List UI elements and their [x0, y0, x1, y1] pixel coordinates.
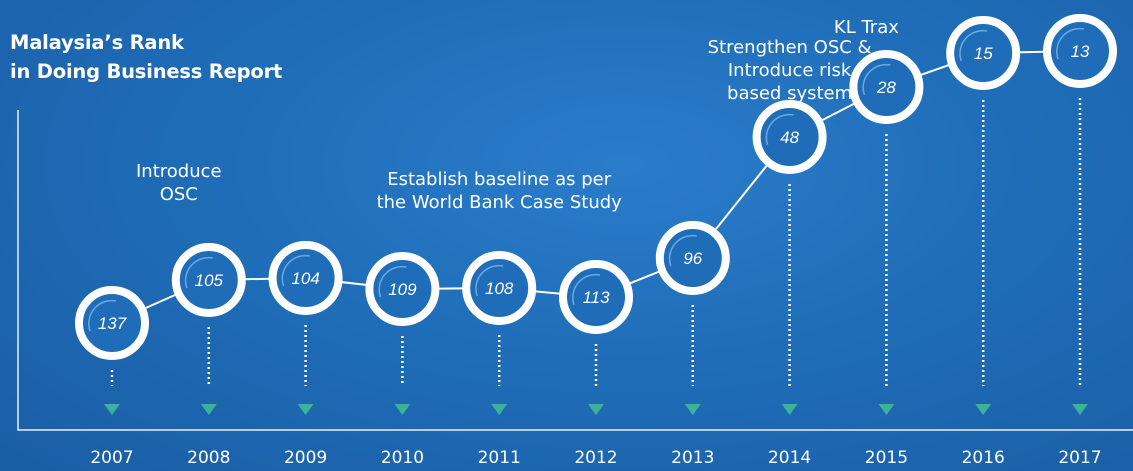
annotation-line: based system	[727, 83, 853, 104]
rank-value-label: 28	[876, 78, 896, 97]
down-arrow-icon	[878, 404, 895, 415]
milestone-annotation: KL Trax	[716, 16, 1016, 39]
down-arrow-icon	[588, 404, 604, 415]
marker-arc	[668, 234, 697, 267]
marker-arc	[959, 29, 988, 62]
annotation-line: OSC	[159, 184, 198, 205]
x-tick-label: 2012	[574, 448, 617, 468]
annotation-line: KL Trax	[833, 17, 899, 38]
chart-title-line-1: Malaysia’s Rank	[10, 31, 184, 54]
down-arrow-icon	[975, 404, 992, 415]
down-arrow-icon	[781, 404, 798, 415]
x-tick-label: 2007	[90, 448, 133, 468]
rank-value-label: 15	[974, 44, 993, 63]
x-tick-label: 2014	[768, 448, 811, 468]
x-tick-label: 2017	[1058, 448, 1101, 468]
marker-arc	[184, 256, 213, 289]
marker-arc	[1056, 27, 1085, 60]
rank-value-label: 13	[1071, 42, 1090, 61]
down-arrow-icon	[297, 404, 314, 415]
marker-arc	[572, 273, 601, 306]
down-arrow-icon	[684, 404, 701, 415]
x-tick-label: 2009	[284, 448, 327, 468]
x-axis-line	[17, 110, 1133, 431]
marker-arc	[475, 264, 504, 297]
marker-arc	[281, 254, 310, 287]
x-tick-label: 2010	[381, 448, 424, 468]
marker-arc	[862, 63, 891, 96]
down-arrow-icon	[104, 404, 120, 415]
down-arrow-icon	[1072, 404, 1088, 415]
marker-arc	[378, 265, 407, 298]
marker-arc	[88, 299, 117, 332]
milestone-annotation: Introduce OSC	[29, 160, 329, 206]
annotation-line: Establish baseline as per	[387, 169, 612, 190]
rank-value-label: 104	[291, 269, 319, 288]
milestone-annotation: Strengthen OSC & Introduce risk based syst…	[640, 36, 940, 105]
annotation-line: the World Bank Case Study	[376, 192, 622, 213]
annotation-line: Introduce	[135, 161, 222, 182]
rank-value-label: 113	[582, 288, 610, 307]
rank-value-label: 109	[388, 280, 417, 299]
x-tick-label: 2016	[962, 448, 1005, 468]
annotation-line: Introduce risk	[727, 60, 852, 81]
rank-value-label: 48	[780, 128, 799, 147]
rank-value-label: 108	[485, 279, 514, 298]
rank-value-label: 137	[98, 314, 127, 333]
milestone-annotation: Establish baseline as per the World Bank …	[349, 168, 649, 214]
chart-title-line-2: in Doing Business Report	[10, 60, 283, 83]
x-tick-label: 2013	[671, 448, 714, 468]
x-tick-label: 2015	[865, 448, 908, 468]
down-arrow-icon	[394, 404, 411, 415]
annotation-line: Strengthen OSC &	[707, 37, 872, 58]
down-arrow-icon	[491, 404, 508, 415]
marker-arc	[765, 113, 794, 146]
rank-value-label: 105	[195, 271, 224, 290]
x-tick-label: 2008	[187, 448, 230, 468]
x-tick-label: 2011	[478, 448, 521, 468]
rank-value-label: 96	[683, 249, 702, 268]
down-arrow-icon	[200, 404, 217, 415]
